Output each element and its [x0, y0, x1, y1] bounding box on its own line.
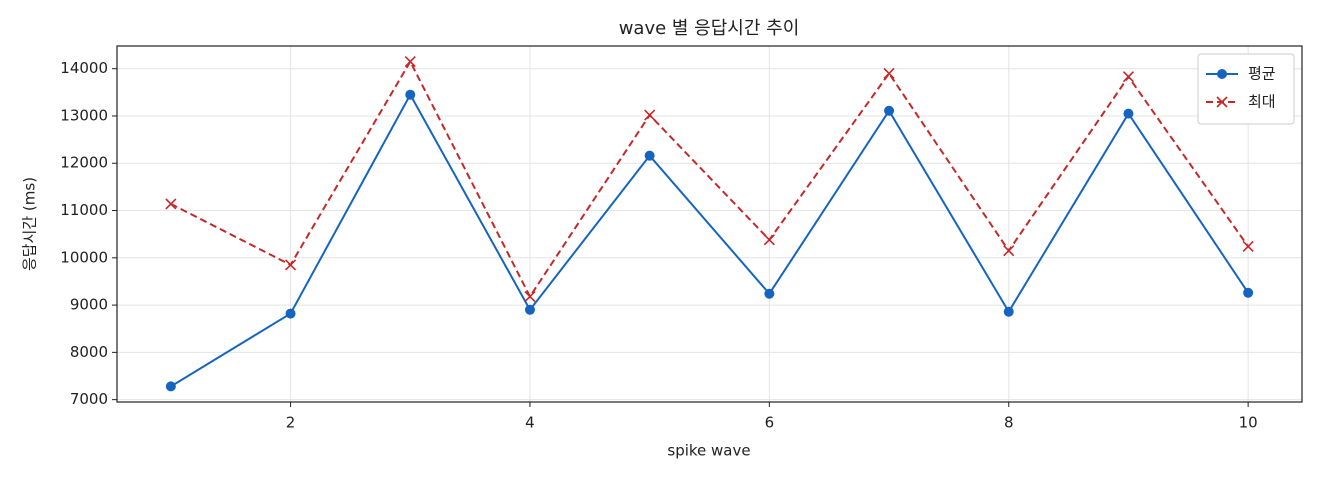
- data-point: [284, 259, 297, 271]
- data-point: [644, 150, 655, 161]
- data-point: [1003, 245, 1015, 257]
- x-tick-label: 10: [1239, 414, 1258, 432]
- y-tick-label: 7000: [70, 390, 108, 408]
- data-point: [1123, 108, 1134, 119]
- y-tick-label: 12000: [60, 154, 108, 172]
- y-tick-label: 9000: [70, 296, 108, 314]
- data-point: [763, 234, 775, 246]
- y-axis-label: 응답시간 (ms): [21, 177, 39, 271]
- data-point: [404, 56, 416, 68]
- x-tick-label: 6: [765, 414, 775, 432]
- x-tick-label: 8: [1004, 414, 1014, 432]
- x-tick-label: 2: [286, 414, 296, 432]
- legend-marker: [1216, 96, 1228, 108]
- data-point: [405, 89, 416, 100]
- y-tick-label: 8000: [70, 343, 108, 361]
- chart-title: wave 별 응답시간 추이: [619, 18, 800, 39]
- data-point: [884, 105, 895, 116]
- y-tick-label: 11000: [60, 201, 108, 219]
- y-tick-label: 10000: [60, 248, 108, 266]
- legend-marker: [1217, 69, 1227, 79]
- y-tick-label: 13000: [60, 106, 108, 124]
- plot: [165, 56, 1254, 392]
- grid: [117, 46, 1302, 402]
- data-point: [165, 198, 177, 210]
- y-tick-label: 14000: [60, 59, 108, 77]
- data-point: [165, 381, 176, 392]
- data-point: [1122, 71, 1135, 83]
- legend-box: [1197, 53, 1295, 125]
- data-point: [1003, 306, 1014, 317]
- legend-label: 평균: [1248, 65, 1276, 83]
- legend-label: 최대: [1248, 93, 1276, 111]
- data-point: [524, 304, 535, 315]
- data-point: [1243, 287, 1254, 298]
- data-point: [524, 291, 536, 303]
- series-line: [170, 92, 1249, 388]
- data-point: [883, 67, 895, 79]
- plot-frame: [116, 45, 1303, 403]
- x-axis-label: spike wave: [667, 442, 750, 460]
- series-line: [170, 59, 1249, 299]
- data-point: [644, 109, 656, 121]
- data-point: [764, 288, 775, 299]
- data-point: [285, 308, 296, 319]
- x-tick-label: 4: [525, 414, 535, 432]
- data-point: [1242, 240, 1254, 253]
